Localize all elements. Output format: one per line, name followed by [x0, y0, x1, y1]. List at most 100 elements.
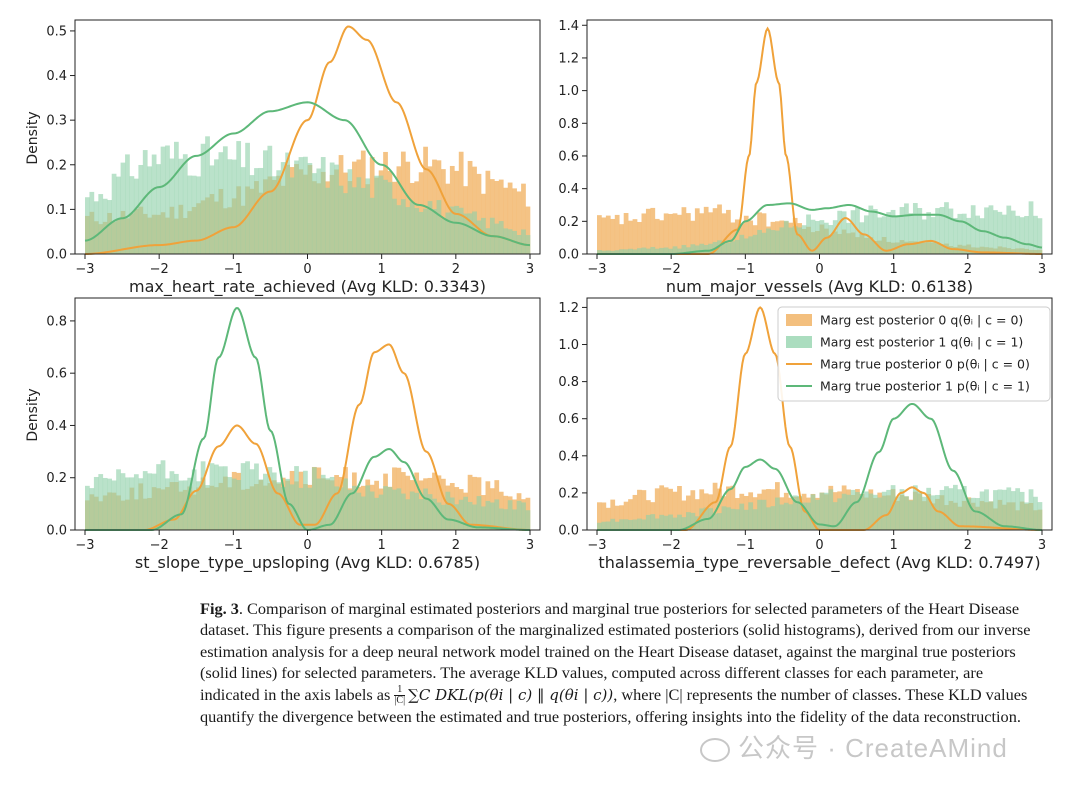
histogram-bar [1033, 496, 1038, 530]
histogram-bar [681, 207, 687, 254]
y-tick-label: 0.4 [46, 419, 67, 434]
x-tick-label: −1 [736, 262, 755, 277]
histogram-bar [352, 187, 357, 254]
x-axis-label: thalassemia_type_reversable_defect (Avg … [598, 553, 1040, 573]
histogram-bar [708, 243, 713, 254]
histogram-bar [209, 165, 215, 254]
histogram-bar [441, 218, 446, 254]
histogram-bar [245, 142, 250, 254]
histogram-bar [405, 499, 411, 530]
histogram-bar [138, 164, 144, 254]
histogram-bar [102, 198, 108, 254]
caption-label: Fig. 3 [200, 599, 239, 618]
histogram-bar [476, 173, 482, 254]
histogram-bar [694, 245, 700, 254]
histogram-bar [98, 474, 104, 530]
histogram-bar [347, 489, 353, 530]
histogram-bar [369, 491, 375, 530]
histogram-bar [881, 491, 887, 530]
histogram-bar [944, 202, 949, 254]
y-tick-label: 0.0 [46, 248, 67, 263]
histogram-bar [151, 473, 157, 530]
y-tick-label: 0.4 [46, 69, 67, 84]
histogram-bar [129, 477, 135, 530]
series-line-true0 [84, 25, 531, 255]
histogram-bar [174, 473, 179, 530]
x-tick-label: −3 [587, 538, 606, 553]
x-tick-label: −2 [150, 538, 169, 553]
histogram-bar [214, 159, 219, 254]
histogram-bar [819, 492, 825, 530]
legend-label-true0: Marg true posterior 0 p(θᵢ | c = 0) [820, 357, 1030, 372]
x-tick-label: 1 [378, 262, 386, 277]
histogram-bar [663, 487, 669, 530]
histogram-bar [717, 488, 722, 530]
histogram-bar [895, 496, 900, 530]
histogram-bar [503, 509, 509, 530]
histogram-bar [605, 507, 611, 530]
y-axis-label: Density [25, 388, 41, 441]
histogram-bar [209, 463, 215, 530]
frac-denominator: |C| [394, 695, 406, 707]
y-tick-label: 0.1 [46, 203, 67, 218]
histogram-bar [383, 486, 388, 530]
histogram-bar [521, 502, 526, 530]
histogram-bar [917, 208, 923, 254]
histogram-bar [240, 167, 246, 254]
histogram-bar [1015, 215, 1021, 254]
y-tick-label: 0.6 [46, 367, 67, 382]
histogram-bar [200, 143, 206, 254]
histogram-bar [770, 506, 776, 530]
histogram-bar [730, 508, 736, 530]
histogram-bar [472, 504, 477, 530]
histogram-bar [641, 519, 647, 530]
histogram-bar [672, 246, 678, 254]
histogram-bar [254, 463, 259, 530]
histogram-bar [783, 502, 789, 530]
histogram-bar [267, 467, 273, 530]
histogram-bar [1024, 502, 1029, 530]
histogram-bar [605, 521, 611, 530]
histogram-bar [378, 175, 384, 254]
histogram-bar [846, 494, 851, 530]
histogram-bar [614, 250, 620, 254]
legend-swatch-est1 [786, 336, 812, 348]
histogram-bar [948, 488, 954, 530]
histogram-bar [263, 150, 268, 254]
histogram-bar [908, 500, 914, 530]
histogram-bar [637, 222, 642, 254]
y-tick-label: 0.2 [558, 215, 579, 230]
histogram-bar [467, 160, 473, 254]
histogram-bar [222, 466, 228, 530]
histogram-bar [343, 478, 348, 530]
histogram-bar [1015, 488, 1021, 530]
histogram-bar [806, 214, 811, 254]
histogram-bar [218, 466, 224, 530]
histogram-bar [743, 238, 749, 254]
y-axis-label: Density [25, 111, 41, 164]
histogram-bar [757, 499, 762, 530]
histogram-bar [779, 227, 785, 254]
histogram-bar [623, 213, 629, 254]
histogram-bar [899, 489, 905, 530]
histogram-bar [619, 519, 624, 530]
series-line-true0 [85, 343, 531, 531]
histogram-bar [311, 467, 317, 530]
histogram-bar [663, 247, 669, 254]
histogram-bar [507, 500, 513, 530]
histogram-bar [187, 175, 193, 254]
histogram-bar [783, 220, 789, 254]
histogram-bar [298, 487, 304, 530]
histogram-bar [752, 509, 758, 530]
histogram-bar [757, 229, 762, 254]
histogram-bar [285, 152, 290, 254]
histogram-bar [245, 461, 250, 530]
histogram-bar [743, 215, 749, 254]
histogram-bar [307, 487, 313, 530]
histogram-bar [645, 248, 651, 254]
series-line-true1 [84, 101, 531, 247]
histogram-bar [133, 178, 139, 254]
histogram-bar [378, 494, 384, 530]
histogram-bar [458, 151, 464, 254]
histogram-bar [418, 499, 424, 530]
